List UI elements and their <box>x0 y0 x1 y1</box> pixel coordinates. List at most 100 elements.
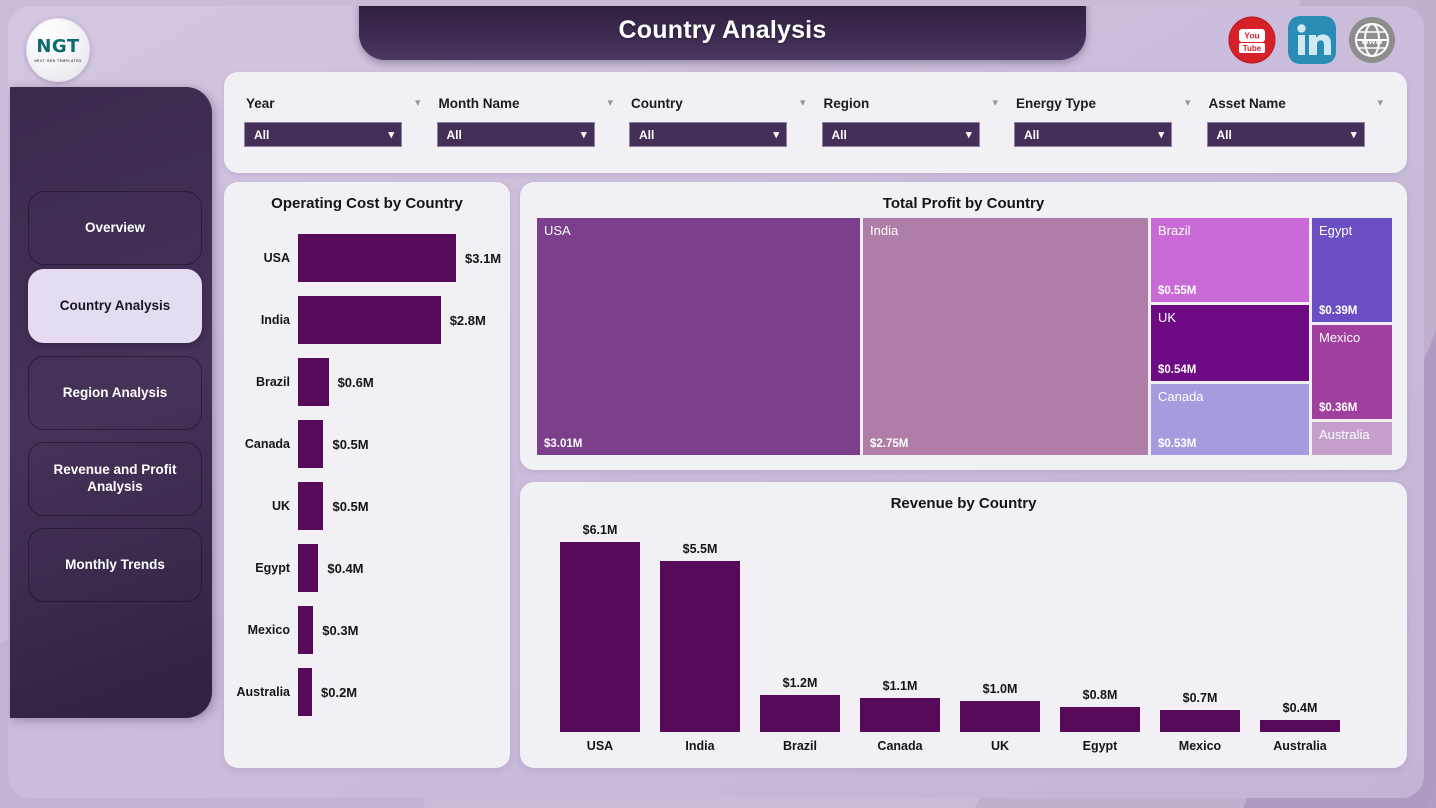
treemap-tile[interactable]: Brazil $0.55M <box>1151 218 1309 302</box>
bar-category-label: UK <box>990 739 1010 753</box>
bar-value-label: $2.8M <box>449 312 486 328</box>
svg-text:You: You <box>1244 31 1259 41</box>
logo-main-text: NGT <box>36 35 80 57</box>
bar-fill <box>1060 707 1140 732</box>
chevron-down-icon: ▾ <box>965 129 972 141</box>
operating-cost-bar-row[interactable]: Brazil $0.6M <box>224 351 510 413</box>
treemap-tile-value: $0.53M <box>1158 438 1197 450</box>
bar-fill <box>298 544 319 592</box>
chevron-down-icon[interactable]: ▾ <box>1184 96 1191 109</box>
treemap-tile[interactable]: USA $3.01M <box>537 218 860 455</box>
chevron-down-icon[interactable]: ▾ <box>992 96 998 109</box>
revenue-bar-column[interactable]: $0.8M Egypt <box>1054 522 1146 757</box>
svg-text:www: www <box>1360 36 1383 46</box>
bar-category-label: Mexico <box>247 623 290 637</box>
filter-dropdown-asset-name[interactable]: All ▾ <box>1206 122 1365 147</box>
treemap-tile[interactable]: Canada $0.53M <box>1151 383 1309 455</box>
bar-track: $0.3M <box>298 606 510 654</box>
revenue-bar-column[interactable]: $1.0M UK <box>954 522 1046 757</box>
sidebar-item-monthly-trends[interactable]: Monthly Trends <box>28 528 202 602</box>
chevron-down-icon[interactable]: ▾ <box>414 96 421 109</box>
filter-dropdown-month-name[interactable]: All ▾ <box>436 122 595 147</box>
website-icon[interactable]: www <box>1348 16 1396 64</box>
revenue-bar-column[interactable]: $1.1M Canada <box>854 522 946 757</box>
treemap-tile[interactable]: Mexico $0.36M <box>1312 324 1392 420</box>
treemap-tile[interactable]: UK $0.54M <box>1151 304 1309 381</box>
bar-fill <box>1160 710 1240 732</box>
bar-value-label: $1.1M <box>882 678 918 693</box>
revenue-bar-column[interactable]: $5.5M India <box>654 522 746 757</box>
sidebar-item-label: Revenue and Profit Analysis <box>53 462 177 494</box>
bar-fill <box>298 234 456 282</box>
sidebar: Overview Country Analysis Region Analysi… <box>10 87 212 718</box>
treemap-tile-label: UK <box>1158 309 1177 325</box>
bar-value-label: $0.5M <box>332 436 369 452</box>
treemap-tile[interactable]: Egypt $0.39M <box>1312 218 1392 322</box>
filter-dropdown-year[interactable]: All ▾ <box>244 122 402 147</box>
sidebar-item-country-analysis[interactable]: Country Analysis <box>28 269 202 343</box>
filter-dropdown-country[interactable]: All ▾ <box>629 122 787 147</box>
bar-category-label: USA <box>263 251 290 265</box>
treemap-tile-value: $3.01M <box>544 438 583 450</box>
operating-cost-bar-row[interactable]: Canada $0.5M <box>224 413 510 475</box>
bar-fill <box>298 482 324 530</box>
operating-cost-bar-row[interactable]: USA $3.1M <box>224 227 510 289</box>
revenue-title: Revenue by Country <box>890 495 1037 512</box>
operating-cost-bar-row[interactable]: India $2.8M <box>224 289 510 351</box>
revenue-chart[interactable]: $6.1M USA $5.5M India $1.2M Brazil $1.1M Canada… <box>546 522 1381 757</box>
chevron-down-icon[interactable]: ▾ <box>1377 96 1383 109</box>
youtube-icon[interactable]: You Tube <box>1228 16 1276 64</box>
filter-value: All <box>1024 127 1040 142</box>
dashboard-canvas: NGT NEXT GEN TEMPLATES Country Analysis … <box>8 6 1424 798</box>
operating-cost-bar-row[interactable]: UK $0.5M <box>224 475 510 537</box>
bar-track: $3.1M <box>298 234 510 282</box>
sidebar-item-label: Overview <box>84 219 146 235</box>
revenue-bar-column[interactable]: $6.1M USA <box>554 522 646 757</box>
bar-track: $0.5M <box>298 482 510 530</box>
operating-cost-bar-row[interactable]: Mexico $0.3M <box>224 599 510 661</box>
bar-track: $0.6M <box>298 358 510 406</box>
treemap-column: Brazil $0.55M UK $0.54M Canada $0.53M <box>1151 218 1309 455</box>
bar-category-label: USA <box>586 739 614 753</box>
sidebar-item-label: Region Analysis <box>62 384 168 400</box>
treemap-tile-value: $0.39M <box>1319 304 1358 317</box>
sidebar-item-label: Monthly Trends <box>65 556 165 572</box>
bar-value-label: $3.1M <box>465 250 502 266</box>
treemap-tile[interactable]: Australia <box>1312 422 1392 455</box>
bar-value-label: $1.2M <box>782 675 818 690</box>
sidebar-item-revenue-and-profit-analysis[interactable]: Revenue and Profit Analysis <box>28 442 202 516</box>
treemap-tile-label: Egypt <box>1319 223 1353 238</box>
filter-dropdown-energy-type[interactable]: All ▾ <box>1014 122 1172 147</box>
treemap-tile[interactable]: India $2.75M <box>863 218 1148 455</box>
operating-cost-bar-row[interactable]: Egypt $0.4M <box>224 537 510 599</box>
sidebar-item-region-analysis[interactable]: Region Analysis <box>28 356 202 430</box>
bar-fill <box>298 668 312 716</box>
revenue-bar-column[interactable]: $1.2M Brazil <box>754 522 846 757</box>
operating-cost-card: Operating Cost by Country USA $3.1M India $… <box>224 182 510 768</box>
sidebar-item-label: Country Analysis <box>59 297 171 313</box>
bar-value-label: $0.4M <box>327 560 364 576</box>
bar-track: $0.5M <box>298 420 510 468</box>
treemap-tile-label: USA <box>544 223 571 238</box>
revenue-bar-column[interactable]: $0.7M Mexico <box>1154 522 1246 757</box>
total-profit-treemap[interactable]: USA $3.01M India $2.75M Brazil $0.55M UK $0.54M… <box>537 218 1392 455</box>
filter-dropdown-region[interactable]: All ▾ <box>821 122 980 147</box>
sidebar-item-overview[interactable]: Overview <box>28 191 202 265</box>
filter-value: All <box>254 127 270 142</box>
svg-text:Tube: Tube <box>1243 44 1262 53</box>
operating-cost-chart[interactable]: USA $3.1M India $2.8M Brazil $0.6M Canada $0.5M… <box>224 227 510 755</box>
bar-fill <box>298 420 324 468</box>
chevron-down-icon[interactable]: ▾ <box>799 96 806 109</box>
revenue-bar-column[interactable]: $0.4M Australia <box>1254 522 1346 757</box>
filter-bar: Year ▾ All ▾ Month Name ▾ All ▾ Country … <box>224 72 1407 173</box>
treemap-tile-value: $2.75M <box>870 438 909 450</box>
chevron-down-icon[interactable]: ▾ <box>607 96 613 109</box>
treemap-tile-label: India <box>870 223 899 238</box>
chevron-down-icon: ▾ <box>1350 129 1357 141</box>
operating-cost-bar-row[interactable]: Australia $0.2M <box>224 661 510 723</box>
filter-value: All <box>1216 127 1232 142</box>
bar-fill <box>298 296 441 344</box>
linkedin-icon[interactable] <box>1288 16 1336 64</box>
treemap-column: USA $3.01M <box>537 218 860 455</box>
bar-category-label: Canada <box>244 437 290 451</box>
